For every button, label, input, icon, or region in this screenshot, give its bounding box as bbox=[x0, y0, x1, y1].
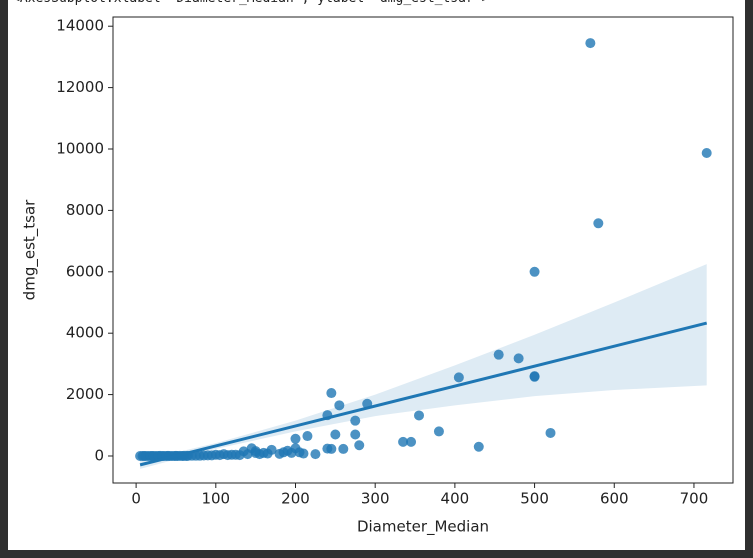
data-point bbox=[406, 436, 417, 447]
x-tick-label: 400 bbox=[441, 490, 470, 508]
data-point bbox=[493, 349, 504, 360]
data-point bbox=[350, 429, 361, 440]
data-point bbox=[298, 448, 309, 459]
data-point bbox=[453, 372, 464, 383]
data-point bbox=[310, 449, 321, 460]
data-point bbox=[585, 38, 596, 49]
data-point bbox=[529, 266, 540, 277]
x-axis-label: Diameter_Median bbox=[357, 518, 489, 537]
x-tick-label: 600 bbox=[600, 490, 629, 508]
data-point bbox=[190, 450, 201, 461]
data-point bbox=[414, 410, 425, 421]
data-point bbox=[330, 429, 341, 440]
data-point bbox=[326, 388, 337, 399]
data-point bbox=[350, 415, 361, 426]
regression-line bbox=[139, 321, 708, 467]
y-tick-label: 14000 bbox=[56, 17, 104, 35]
data-point bbox=[222, 450, 233, 461]
data-point bbox=[262, 448, 273, 459]
x-tick-label: 100 bbox=[201, 490, 230, 508]
data-point bbox=[593, 218, 604, 229]
y-tick-label: 8000 bbox=[66, 201, 104, 219]
data-point bbox=[338, 443, 349, 454]
data-point bbox=[206, 450, 217, 461]
x-tick-label: 300 bbox=[361, 490, 390, 508]
data-point bbox=[278, 447, 289, 458]
data-point bbox=[250, 447, 261, 458]
output-text: <AxesSubplot:xlabel='Diameter_Median', y… bbox=[12, 0, 489, 6]
data-point bbox=[529, 371, 540, 382]
y-tick-label: 2000 bbox=[66, 385, 104, 403]
data-point bbox=[302, 431, 313, 442]
chart: Diameter_Median dmg_est_tsar 0 100 200 300 4… bbox=[21, 16, 734, 537]
x-tick-label: 500 bbox=[520, 490, 549, 508]
y-axis-label: dmg_est_tsar bbox=[21, 199, 40, 300]
x-tick-label: 700 bbox=[680, 490, 709, 508]
data-point bbox=[198, 450, 209, 461]
data-point bbox=[290, 433, 301, 444]
data-point bbox=[242, 449, 253, 460]
data-point bbox=[326, 443, 337, 454]
data-point bbox=[214, 450, 225, 461]
y-tick-label: 0 bbox=[94, 446, 104, 464]
data-point bbox=[433, 426, 444, 437]
y-tick-label: 12000 bbox=[56, 78, 104, 96]
data-point bbox=[334, 400, 345, 411]
data-point bbox=[545, 427, 556, 438]
data-point bbox=[701, 147, 712, 158]
data-point bbox=[230, 449, 241, 460]
x-tick-label: 200 bbox=[281, 490, 310, 508]
notebook-output: <AxesSubplot:xlabel='Diameter_Median', y… bbox=[8, 0, 745, 550]
y-tick-label: 4000 bbox=[66, 324, 104, 342]
data-point bbox=[354, 440, 365, 451]
data-point bbox=[398, 436, 409, 447]
x-tick-label: 0 bbox=[131, 490, 141, 508]
y-tick-label: 6000 bbox=[66, 262, 104, 280]
axes-frame bbox=[112, 16, 734, 484]
data-point bbox=[286, 447, 297, 458]
data-point bbox=[473, 441, 484, 452]
data-point bbox=[513, 353, 524, 364]
confidence-band bbox=[140, 264, 707, 469]
y-tick-label: 10000 bbox=[56, 140, 104, 158]
